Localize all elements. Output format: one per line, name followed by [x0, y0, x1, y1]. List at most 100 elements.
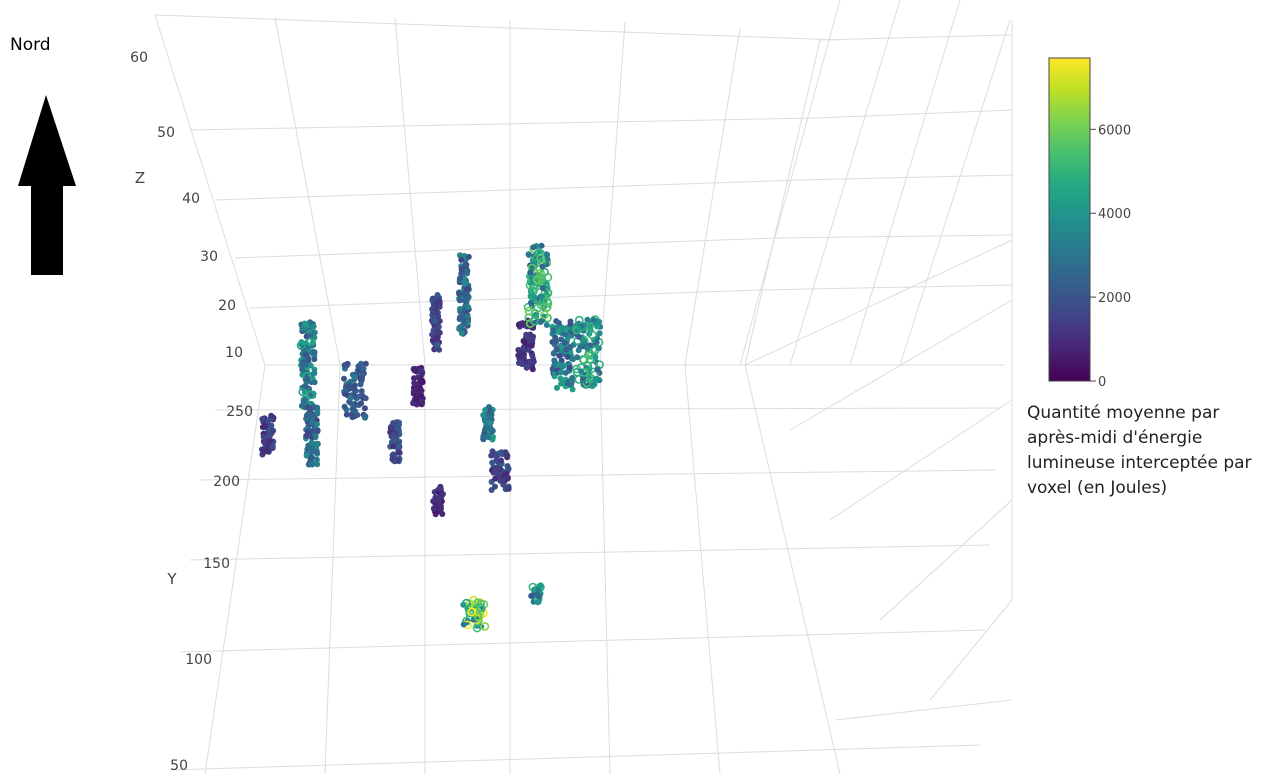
scatter-point	[505, 465, 512, 472]
scatter-point	[308, 411, 315, 418]
scatter-point	[493, 464, 500, 471]
scatter-point	[559, 325, 566, 332]
scatter-point	[465, 599, 475, 609]
scatter-point	[302, 320, 309, 327]
scatter-point	[537, 318, 544, 325]
scatter-point	[429, 337, 436, 344]
scatter-point	[584, 316, 591, 323]
north-arrow-icon	[18, 95, 76, 275]
y-tick-label: 150	[203, 556, 230, 572]
scatter-point	[358, 375, 365, 382]
grid-line	[599, 364, 611, 774]
grid-line	[744, 364, 841, 774]
grid-line	[789, 0, 901, 366]
scatter-point	[530, 358, 537, 365]
scatter-point	[439, 510, 446, 517]
grid-line	[684, 364, 721, 774]
scatter-point	[435, 495, 442, 502]
scatter-point	[419, 379, 426, 386]
scatter-point	[418, 387, 425, 394]
scatter-point	[390, 435, 397, 442]
scatter-point	[302, 351, 309, 358]
scatter-point	[341, 403, 348, 410]
scatter-point	[304, 375, 311, 382]
scatter-point	[390, 419, 397, 426]
grid-line	[879, 499, 1013, 621]
scatter-point	[555, 319, 562, 326]
scatter-point	[298, 387, 308, 397]
scatter-point	[564, 353, 571, 360]
grid-line	[759, 284, 1014, 291]
scatter-point	[482, 406, 489, 413]
scatter-point	[264, 439, 271, 446]
scatter-point	[542, 302, 552, 312]
y-tick-label: 100	[185, 652, 212, 668]
scatter-point	[574, 354, 581, 361]
scatter-point	[314, 410, 321, 417]
scatter-point	[260, 433, 267, 440]
scatter-point	[395, 443, 402, 450]
scatter-point	[492, 475, 499, 482]
scatter-point	[311, 329, 318, 336]
scatter-point	[267, 431, 274, 438]
scatter-point	[575, 347, 582, 354]
grid-line	[774, 234, 1014, 239]
scatter-point	[550, 327, 557, 334]
grid-line	[394, 17, 426, 366]
scatter-point	[461, 319, 468, 326]
scatter-point	[549, 365, 556, 372]
scatter-point	[480, 622, 490, 631]
scatter-point	[497, 457, 504, 464]
scatter-point	[456, 275, 463, 282]
scatter-point	[584, 350, 593, 360]
scatter-point	[584, 345, 591, 352]
scatter-point	[341, 362, 348, 369]
scatter-point	[588, 330, 598, 340]
scatter-point	[458, 330, 465, 337]
scatter-point	[524, 332, 531, 339]
scatter-point	[539, 263, 546, 270]
scatter-point	[538, 293, 545, 300]
scatter-point	[529, 316, 539, 326]
scatter-point	[437, 505, 444, 512]
scatter-point	[465, 304, 472, 311]
scatter-point	[302, 382, 309, 389]
scatter-point	[439, 491, 446, 498]
scatter-point	[356, 363, 363, 370]
scatter-point	[456, 290, 463, 297]
y-tick-label: 50	[170, 758, 188, 774]
scatter-point	[516, 347, 523, 354]
scatter-point	[593, 339, 600, 346]
scatter-point	[311, 370, 318, 377]
grid-line	[179, 629, 986, 653]
grid-line	[324, 364, 341, 774]
scatter-point	[480, 411, 487, 418]
scatter-point	[357, 381, 364, 388]
scatter-point	[528, 342, 535, 349]
scatter-point	[562, 369, 569, 376]
scatter-point	[533, 303, 543, 313]
scatter-point	[539, 285, 546, 292]
scatter-point	[296, 341, 306, 350]
grid-line	[829, 399, 1013, 521]
scatter-point	[436, 298, 443, 305]
scatter-point	[574, 315, 584, 325]
scatter-point	[349, 405, 356, 412]
scatter-point	[592, 353, 599, 360]
scatter-point	[499, 477, 506, 484]
grid-line	[189, 544, 991, 561]
scatter-point	[437, 484, 444, 491]
grid-line	[234, 237, 776, 259]
scatter-point	[390, 443, 397, 450]
scatter-point	[358, 400, 365, 407]
scatter-point	[525, 346, 532, 353]
scatter-point	[310, 323, 317, 330]
grid-lines	[154, 0, 1014, 774]
scatter-point	[313, 421, 320, 428]
scatter-point	[567, 344, 574, 351]
z-tick-label: 60	[130, 50, 148, 66]
scatter-point	[347, 385, 354, 392]
scatter-point	[537, 582, 544, 589]
scatter-point	[299, 366, 306, 373]
